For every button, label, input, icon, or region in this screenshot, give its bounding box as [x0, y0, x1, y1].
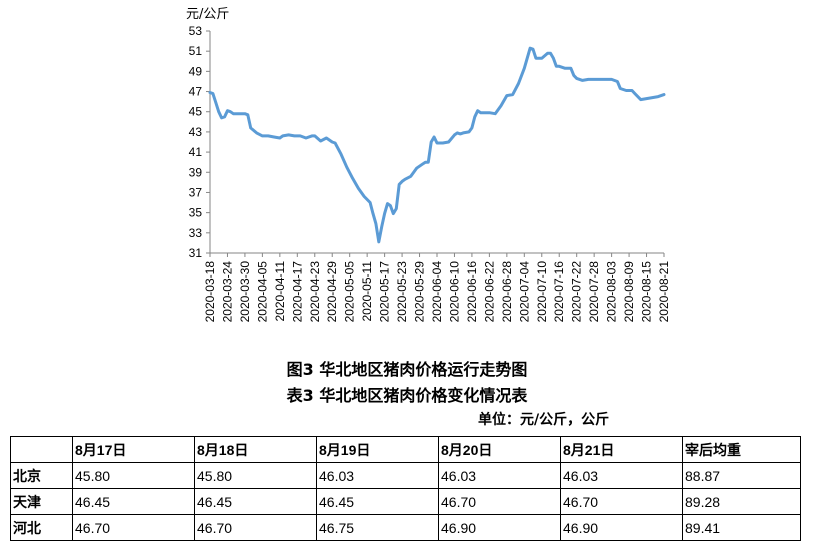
- header-cell: 8月17日: [72, 436, 195, 463]
- y-tick-label: 37: [189, 185, 203, 199]
- x-tick-label: 2020-03-18: [203, 261, 217, 323]
- table-cell: 46.03: [438, 462, 561, 489]
- table-caption: 表3 华北地区猪肉价格变化情况表: [286, 386, 528, 405]
- x-tick-label: 2020-07-10: [535, 261, 549, 323]
- table-cell: 46.90: [438, 514, 561, 541]
- x-tick-label: 2020-04-11: [273, 261, 287, 322]
- region-cell: 天津: [10, 488, 73, 515]
- table-cell: 46.45: [72, 488, 195, 515]
- price-trend-chart: 元/公斤 31 33 35 37 39 41 43 45 47 49 51 53 2020-03-18…: [186, 7, 671, 323]
- x-tick-label: 2020-07-04: [517, 261, 531, 323]
- table-cell: 46.90: [560, 514, 683, 541]
- x-axis: 2020-03-18 2020-03-24 2020-03-30 2020-04-05…: [203, 252, 671, 323]
- table-cell: 46.03: [560, 462, 683, 489]
- x-tick-label: 2020-05-05: [343, 261, 357, 323]
- x-tick-label: 2020-08-15: [640, 261, 654, 323]
- y-tick-label: 49: [189, 64, 203, 78]
- series-layer: [208, 46, 666, 244]
- header-cell: 8月19日: [316, 436, 439, 463]
- x-tick-label: 2020-06-22: [482, 261, 496, 323]
- table-cell: 46.75: [316, 514, 439, 541]
- header-cell: 8月20日: [438, 436, 561, 463]
- y-tick-label: 47: [189, 85, 203, 99]
- table-row: 北京 45.80 45.80 46.03 46.03 46.03 88.87: [10, 462, 801, 489]
- region-cell: 北京: [10, 462, 73, 489]
- x-tick-label: 2020-08-09: [622, 261, 636, 323]
- header-cell: 8月18日: [194, 436, 317, 463]
- y-tick-label: 41: [189, 145, 203, 159]
- series-line: [208, 46, 666, 244]
- table-row: 河北 46.70 46.70 46.75 46.90 46.90 89.41: [10, 514, 801, 541]
- x-tick-label: 2020-05-23: [395, 261, 409, 323]
- table-cell: 46.70: [560, 488, 683, 515]
- x-tick-label: 2020-04-23: [308, 261, 322, 323]
- x-tick-label: 2020-05-17: [378, 261, 392, 323]
- table-cell: 46.70: [194, 514, 317, 541]
- table-cell: 46.70: [438, 488, 561, 515]
- table-cell: 46.03: [316, 462, 439, 489]
- x-tick-label: 2020-08-21: [657, 261, 671, 323]
- figure-caption: 图3 华北地区猪肉价格运行走势图: [286, 360, 528, 379]
- y-tick-label: 53: [189, 24, 203, 38]
- table-unit-note: 单位：元/公斤，公斤: [478, 412, 610, 428]
- x-tick-label: 2020-03-30: [238, 261, 252, 323]
- y-axis-unit-label: 元/公斤: [186, 7, 229, 22]
- region-cell: 河北: [10, 514, 73, 541]
- x-tick-label: 2020-05-29: [413, 261, 427, 323]
- x-tick-label: 2020-04-29: [325, 261, 339, 323]
- x-tick-label: 2020-07-16: [552, 261, 566, 323]
- y-tick-label: 35: [189, 206, 203, 220]
- y-tick-label: 31: [189, 246, 203, 260]
- x-tick-label: 2020-04-05: [255, 261, 269, 323]
- table-cell: 46.70: [72, 514, 195, 541]
- table-cell: 46.45: [316, 488, 439, 515]
- table-row: 天津 46.45 46.45 46.45 46.70 46.70 89.28: [10, 488, 801, 515]
- table-cell: 88.87: [682, 462, 801, 489]
- table-cell: 46.45: [194, 488, 317, 515]
- x-tick-label: 2020-08-03: [605, 261, 619, 323]
- header-cell: 8月21日: [560, 436, 683, 463]
- x-tick-label: 2020-06-04: [430, 261, 444, 323]
- table-cell: 45.80: [194, 462, 317, 489]
- x-tick-label: 2020-06-10: [447, 261, 461, 323]
- x-tick-label: 2020-03-24: [220, 261, 234, 323]
- y-tick-label: 39: [189, 165, 203, 179]
- x-tick-label: 2020-06-28: [500, 261, 514, 323]
- x-tick-label: 2020-06-16: [465, 261, 479, 323]
- x-tick-label: 2020-07-22: [570, 261, 584, 323]
- table-header-row: 8月17日 8月18日 8月19日 8月20日 8月21日 宰后均重: [10, 436, 801, 463]
- y-tick-label: 43: [189, 125, 203, 139]
- price-table: 8月17日 8月18日 8月19日 8月20日 8月21日 宰后均重 北京 45…: [10, 436, 801, 541]
- x-tick-label: 2020-05-11: [360, 261, 374, 322]
- y-tick-label: 45: [189, 105, 203, 119]
- table-cell: 45.80: [72, 462, 195, 489]
- table-cell: 89.41: [682, 514, 801, 541]
- header-cell: [10, 436, 73, 463]
- y-tick-label: 33: [189, 226, 203, 240]
- header-cell: 宰后均重: [682, 436, 801, 463]
- x-tick-label: 2020-07-28: [587, 261, 601, 323]
- table-cell: 89.28: [682, 488, 801, 515]
- y-tick-label: 51: [189, 44, 203, 58]
- y-axis: 31 33 35 37 39 41 43 45 47 49 51 53: [189, 24, 211, 260]
- x-tick-label: 2020-04-17: [290, 261, 304, 323]
